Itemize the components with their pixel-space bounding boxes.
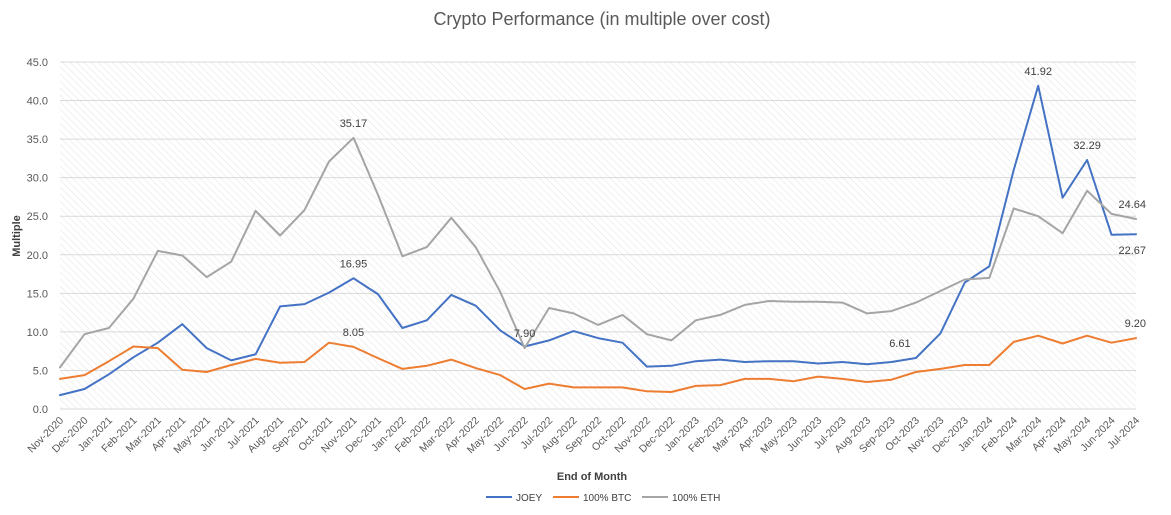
legend-item-0: JOEY (486, 493, 542, 504)
x-axis: Nov-2020Dec-2020Jan-2021Feb-2021Mar-2021… (25, 415, 1142, 457)
data-label: 9.20 (1125, 318, 1146, 330)
data-label: 35.17 (340, 118, 368, 130)
y-tick-label: 35.0 (27, 134, 48, 146)
legend-item-1: 100% BTC (553, 493, 631, 504)
series-line-100-btc (59, 334, 1137, 393)
data-labels: 35.17 16.95 8.05 7.90 6.61 41.92 32.29 24.64 22.… (340, 66, 1146, 350)
legend: JOEY 100% BTC 100% ETH (486, 493, 720, 504)
y-tick-label: 5.0 (33, 365, 48, 377)
data-label: 22.67 (1118, 245, 1146, 257)
y-tick-label: 40.0 (27, 96, 48, 108)
y-tick-label: 0.0 (33, 404, 48, 416)
y-axis-title: Multiple (11, 215, 23, 257)
legend-item-2: 100% ETH (642, 493, 720, 504)
series-line-100-eth (59, 136, 1137, 369)
y-tick-label: 20.0 (27, 250, 48, 262)
series-line-joey (59, 84, 1137, 397)
chart-title: Crypto Performance (in multiple over cos… (433, 9, 770, 29)
data-label: 7.90 (514, 328, 535, 340)
data-label: 6.61 (889, 338, 910, 350)
y-tick-label: 45.0 (27, 57, 48, 69)
data-label: 8.05 (343, 327, 364, 339)
data-label: 24.64 (1118, 199, 1146, 211)
legend-label: 100% ETH (672, 493, 720, 504)
x-axis-title: End of Month (557, 471, 628, 483)
series-lines (59, 84, 1137, 397)
y-tick-label: 30.0 (27, 173, 48, 185)
gridlines (60, 61, 1136, 410)
y-tick-label: 15.0 (27, 288, 48, 300)
y-axis: 0.0 5.0 10.0 15.0 20.0 25.0 30.0 35.0 40.0 45.0 (27, 57, 48, 416)
y-tick-label: 25.0 (27, 211, 48, 223)
data-label: 32.29 (1073, 140, 1101, 152)
y-tick-label: 10.0 (27, 327, 48, 339)
data-label: 41.92 (1024, 66, 1052, 78)
legend-label: JOEY (516, 493, 542, 504)
plot-area (60, 62, 1136, 409)
data-label: 16.95 (340, 258, 368, 270)
legend-label: 100% BTC (583, 493, 631, 504)
